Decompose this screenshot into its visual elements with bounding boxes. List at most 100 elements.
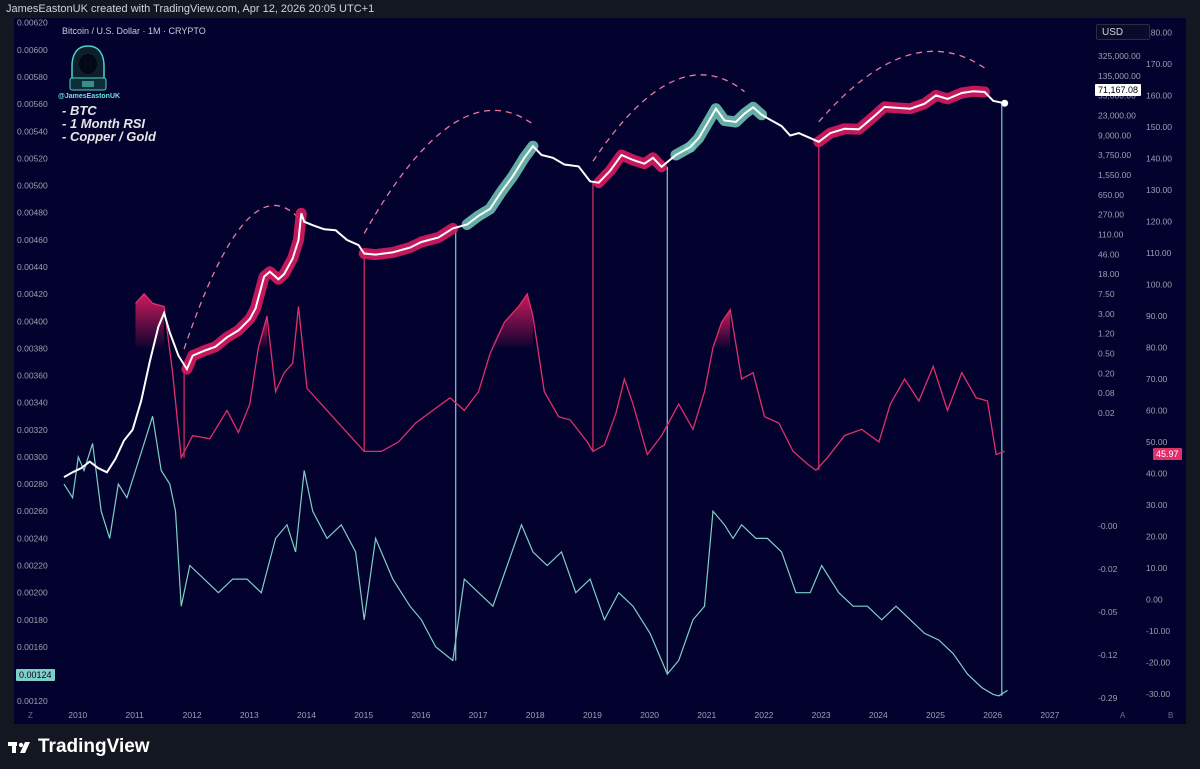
- left-axis-tick: 0.00400: [17, 316, 48, 326]
- x-axis-tick: 2022: [754, 710, 773, 720]
- rsi-axis-tick: 40.00: [1146, 468, 1168, 478]
- price-axis-tick: 1.20: [1098, 329, 1115, 339]
- price-axis-tick: -0.00: [1098, 521, 1118, 531]
- rsi-axis-tick: 100.00: [1146, 279, 1172, 289]
- left-axis-tick: 0.00360: [17, 371, 48, 381]
- author-handle: @JamesEastonUK: [58, 93, 121, 100]
- x-axis-tick: 2021: [697, 710, 716, 720]
- chart-svg: 0.006200.006000.005800.005600.005400.005…: [17, 18, 1173, 720]
- scale-mode-b: B: [1168, 711, 1173, 720]
- tradingview-brand[interactable]: TradingView: [8, 736, 150, 758]
- price-axis-tick: 0.08: [1098, 388, 1115, 398]
- left-axis-tick: 0.00620: [17, 18, 48, 28]
- left-axis-tick: 0.00320: [17, 425, 48, 435]
- price-axis-tick: -0.12: [1098, 650, 1118, 660]
- left-axis-tick: 0.00220: [17, 561, 48, 571]
- price-axis-tick: 23,000.00: [1098, 111, 1136, 121]
- left-axis-tick: 0.00240: [17, 533, 48, 543]
- price-axis-tick: 0.20: [1098, 368, 1115, 378]
- price-axis-tick: 18.00: [1098, 269, 1120, 279]
- rsi-axis-tick: 60.00: [1146, 405, 1168, 415]
- legend-item-btc: - BTC: [62, 103, 97, 118]
- rsi-axis-tick: 30.00: [1146, 500, 1168, 510]
- cycle-arc-dashed: [183, 204, 299, 350]
- tradingview-logo-icon: [8, 742, 30, 753]
- copper-gold-line: [63, 416, 1008, 697]
- rsi-axis-tick: 130.00: [1146, 185, 1172, 195]
- x-axis-tick: 2024: [869, 710, 888, 720]
- x-axis-tick: 2013: [240, 710, 259, 720]
- price-axis-tick: 325,000.00: [1098, 51, 1141, 61]
- price-axis-tick: 135,000.00: [1098, 71, 1141, 81]
- cycle-arc-dashed: [818, 50, 988, 123]
- legend-item-copper-gold: - Copper / Gold: [62, 129, 156, 144]
- rsi-axis-tick: 10.00: [1146, 563, 1168, 573]
- btc-highlight-band: [181, 207, 307, 375]
- left-axis-tick: 0.00300: [17, 452, 48, 462]
- price-axis-tick: 650.00: [1098, 190, 1124, 200]
- left-axis-tick: 0.00340: [17, 398, 48, 408]
- left-axis-tick: 0.00280: [17, 479, 48, 489]
- x-axis-tick: 2026: [983, 710, 1002, 720]
- left-axis-tick: 0.00560: [17, 99, 48, 109]
- currency-selector[interactable]: USD: [1096, 24, 1150, 40]
- rsi-axis-tick: 110.00: [1146, 248, 1172, 258]
- price-axis-tick: 46.00: [1098, 249, 1120, 259]
- rsi-overbought-area: [135, 293, 165, 348]
- chart-area[interactable]: 0.00620 0.00600 0.00580 0.00560 0.00540 0.005…: [14, 18, 1186, 724]
- rsi-axis-tick: 120.00: [1146, 217, 1172, 227]
- left-axis-tick: 0.00180: [17, 615, 48, 625]
- left-axis-tick: 0.00480: [17, 208, 48, 218]
- rsi-axis-tick: 140.00: [1146, 154, 1172, 164]
- scale-mode-a: A: [1120, 711, 1126, 720]
- x-axis-tick: 2019: [583, 710, 602, 720]
- left-axis-tick: 0.00540: [17, 126, 48, 136]
- rsi-axis-tick: 80.00: [1146, 342, 1168, 352]
- rsi-axis-tick: -20.00: [1146, 657, 1170, 667]
- price-axis-tick: 0.50: [1098, 349, 1115, 359]
- chart-caption: JamesEastonUK created with TradingView.c…: [0, 0, 1200, 18]
- price-axis-tick: -0.05: [1098, 607, 1118, 617]
- rsi-last-value-tag: 45.97: [1153, 448, 1182, 460]
- price-axis-tick: -0.02: [1098, 564, 1118, 574]
- price-axis-tick: 270.00: [1098, 210, 1124, 220]
- rsi-axis-tick: -10.00: [1146, 626, 1170, 636]
- x-axis-tick: 2017: [469, 710, 488, 720]
- rsi-axis-tick: 90.00: [1146, 311, 1168, 321]
- btc-last-price-tag: 71,167.08: [1095, 84, 1142, 96]
- left-axis-tick: 0.00380: [17, 343, 48, 353]
- rsi-overbought-area: [713, 309, 731, 348]
- price-axis-tick: 3.00: [1098, 309, 1115, 319]
- copper-gold-last-value-tag: 0.00124: [16, 669, 55, 681]
- x-axis-tick: 2018: [526, 710, 545, 720]
- left-axis-tick: 0.00440: [17, 262, 48, 272]
- left-axis-tick: 0.00200: [17, 588, 48, 598]
- x-axis-tick: 2023: [812, 710, 831, 720]
- rsi-axis-tick: 170.00: [1146, 59, 1172, 69]
- left-axis-tick: 0.00420: [17, 289, 48, 299]
- rsi-axis-tick: 180.00: [1146, 28, 1172, 38]
- left-axis-tick: 0.00460: [17, 235, 48, 245]
- left-axis-tick: 0.00160: [17, 642, 48, 652]
- x-axis-tick: 2015: [354, 710, 373, 720]
- left-axis-tick: 0.00120: [17, 696, 48, 706]
- btc-highlight-band: [684, 101, 768, 153]
- legend-item-rsi: - 1 Month RSI: [62, 116, 146, 131]
- cycle-arc-dashed: [592, 74, 745, 162]
- x-axis-tick: 2020: [640, 710, 659, 720]
- price-axis-tick: 9,000.00: [1098, 130, 1131, 140]
- x-axis-tick: 2010: [68, 710, 87, 720]
- left-axis-tick: 0.00500: [17, 181, 48, 191]
- rsi-axis-tick: 150.00: [1146, 122, 1172, 132]
- rsi-line: [135, 292, 1005, 472]
- legend: - BTC - 1 Month RSI - Copper / Gold: [62, 104, 156, 143]
- left-axis-tick: 0.00600: [17, 45, 48, 55]
- btc-highlight-band: [813, 85, 991, 148]
- cycle-arc-dashed: [363, 109, 534, 234]
- x-axis-tick: 2027: [1040, 710, 1059, 720]
- price-axis-tick: 1,550.00: [1098, 170, 1131, 180]
- price-axis-tick: 0.02: [1098, 408, 1115, 418]
- price-axis-tick: 7.50: [1098, 289, 1115, 299]
- rsi-axis-tick: -30.00: [1146, 689, 1170, 699]
- tradingview-wordmark: TradingView: [38, 736, 150, 757]
